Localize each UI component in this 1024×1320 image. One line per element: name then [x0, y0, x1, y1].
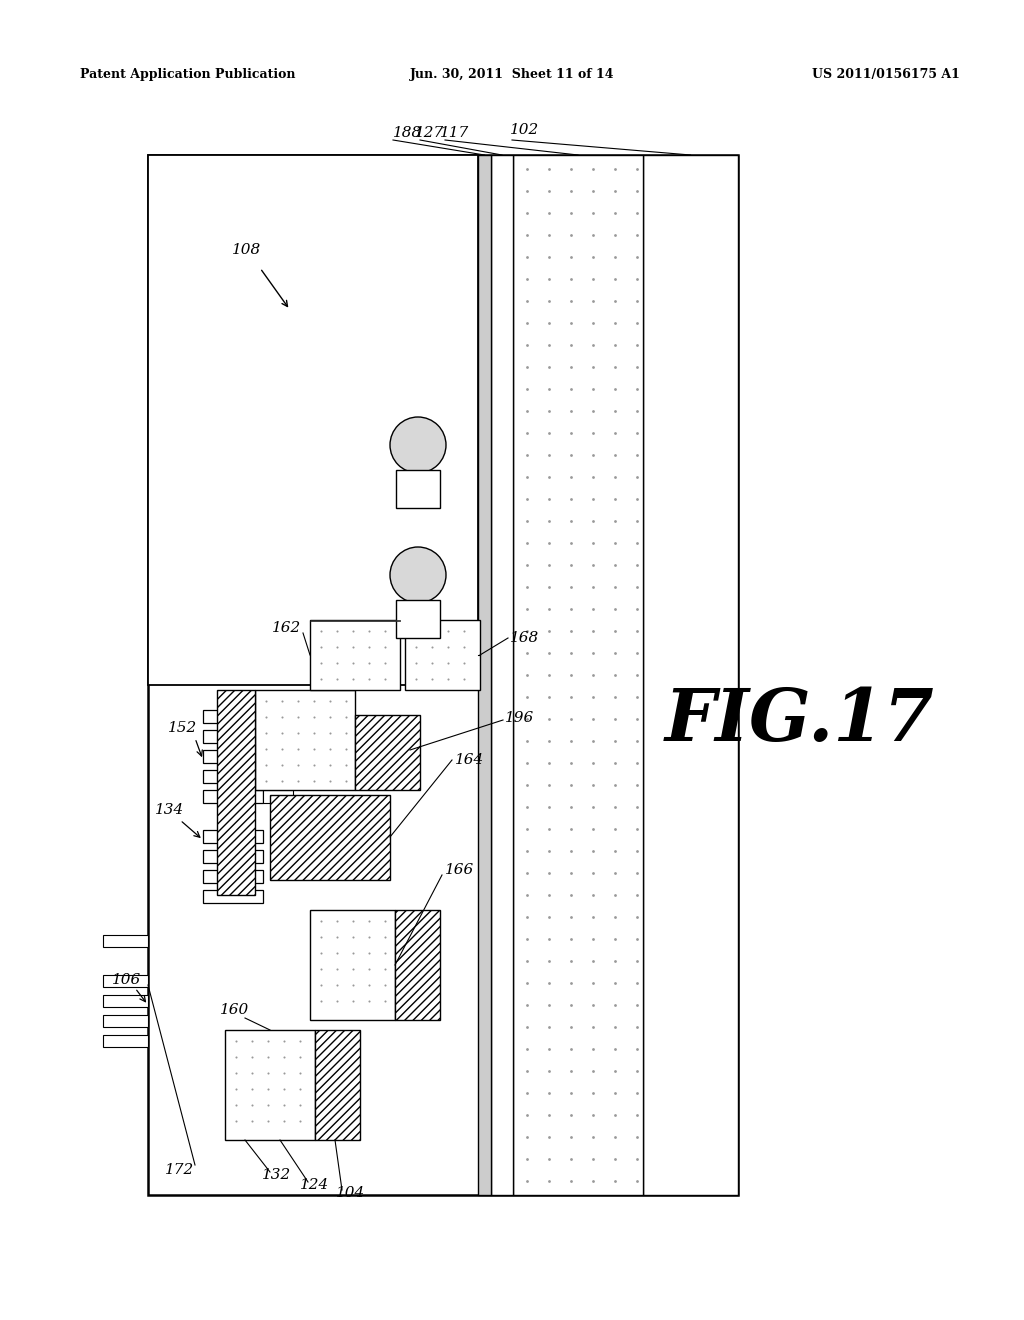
Bar	[203, 710, 263, 723]
Bar	[103, 1035, 148, 1047]
Text: 196: 196	[505, 711, 535, 725]
Bar	[148, 154, 738, 1195]
Text: Jun. 30, 2011  Sheet 11 of 14: Jun. 30, 2011 Sheet 11 of 14	[410, 69, 614, 81]
Text: 164: 164	[455, 752, 484, 767]
Bar	[270, 795, 390, 880]
Bar	[263, 789, 293, 803]
Bar	[406, 620, 480, 690]
Bar	[203, 850, 263, 863]
Text: 152: 152	[168, 721, 198, 735]
Text: 162: 162	[272, 620, 301, 635]
Bar	[203, 789, 263, 803]
Circle shape	[390, 546, 446, 603]
Text: FIG.17: FIG.17	[666, 685, 935, 755]
Text: US 2011/0156175 A1: US 2011/0156175 A1	[812, 69, 961, 81]
Text: 168: 168	[510, 631, 540, 645]
Text: Patent Application Publication: Patent Application Publication	[80, 69, 296, 81]
Bar	[203, 830, 263, 843]
Text: 160: 160	[220, 1003, 249, 1016]
Bar	[396, 601, 440, 638]
Text: 106: 106	[112, 973, 141, 987]
Circle shape	[390, 417, 446, 473]
Bar	[315, 1030, 360, 1140]
Bar	[310, 620, 400, 690]
Bar	[103, 975, 148, 987]
Bar	[478, 154, 490, 1195]
Bar	[148, 154, 478, 685]
Bar	[103, 1015, 148, 1027]
Bar	[355, 715, 420, 789]
Bar	[203, 870, 263, 883]
Bar	[203, 890, 263, 903]
Bar	[255, 690, 355, 789]
Text: 102: 102	[510, 123, 540, 137]
Text: 134: 134	[155, 803, 184, 817]
Bar	[513, 154, 643, 1195]
Bar	[396, 470, 440, 508]
Text: 104: 104	[336, 1185, 366, 1200]
Text: 132: 132	[262, 1168, 291, 1181]
Text: 188: 188	[393, 125, 422, 140]
Text: 172: 172	[165, 1163, 195, 1177]
Bar	[203, 730, 263, 743]
Bar	[203, 770, 263, 783]
Text: 108: 108	[232, 243, 261, 257]
Bar	[103, 995, 148, 1007]
Text: 124: 124	[300, 1177, 330, 1192]
Text: 117: 117	[440, 125, 469, 140]
Bar	[490, 154, 513, 1195]
Text: 166: 166	[445, 863, 474, 876]
Bar	[217, 690, 255, 895]
Bar	[395, 909, 440, 1020]
Bar	[643, 154, 738, 1195]
Bar	[103, 935, 148, 946]
Text: 127: 127	[415, 125, 444, 140]
Bar	[310, 909, 395, 1020]
Bar	[225, 1030, 315, 1140]
Bar	[203, 750, 263, 763]
